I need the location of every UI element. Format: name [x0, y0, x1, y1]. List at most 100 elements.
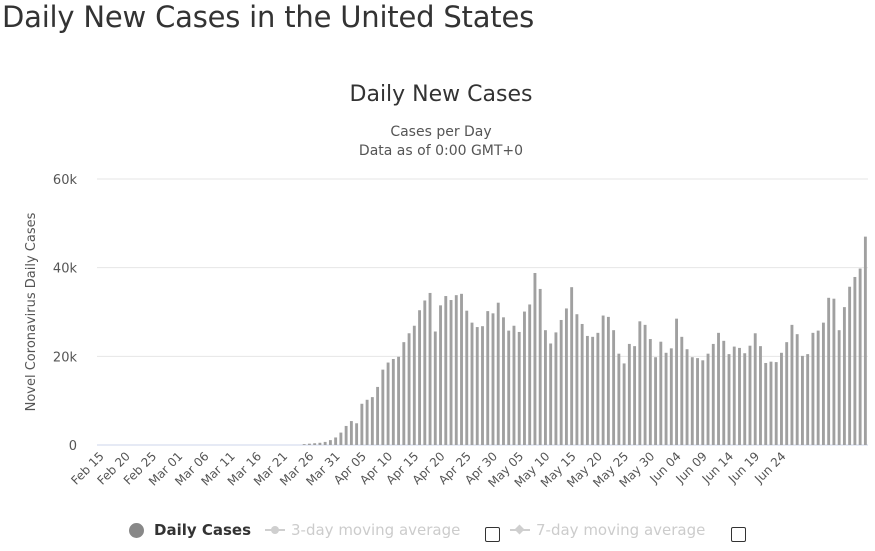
bar[interactable]: [832, 298, 836, 445]
bar[interactable]: [863, 236, 867, 445]
bar[interactable]: [738, 347, 741, 445]
bar[interactable]: [606, 316, 610, 445]
bar[interactable]: [585, 335, 589, 445]
bar[interactable]: [523, 311, 526, 445]
bar[interactable]: [591, 336, 595, 445]
bar[interactable]: [690, 357, 694, 445]
bar[interactable]: [617, 353, 621, 445]
bar[interactable]: [502, 317, 505, 445]
bar[interactable]: [381, 369, 385, 445]
bar[interactable]: [376, 386, 380, 445]
bar[interactable]: [391, 358, 395, 445]
bar[interactable]: [643, 324, 647, 445]
bar[interactable]: [365, 399, 369, 445]
bar[interactable]: [848, 286, 852, 445]
bar[interactable]: [302, 444, 306, 445]
bar[interactable]: [790, 324, 794, 445]
bar[interactable]: [627, 343, 631, 445]
bar[interactable]: [349, 421, 353, 445]
bar[interactable]: [811, 332, 815, 445]
bar[interactable]: [575, 314, 579, 445]
bar[interactable]: [318, 442, 322, 445]
legend-daily-cases[interactable]: Daily Cases: [129, 521, 251, 539]
bar[interactable]: [570, 287, 574, 445]
bar[interactable]: [837, 330, 841, 445]
bar[interactable]: [486, 311, 490, 445]
bar[interactable]: [538, 288, 542, 445]
bar[interactable]: [360, 403, 364, 445]
bar[interactable]: [722, 340, 726, 445]
bar[interactable]: [444, 296, 448, 445]
bar[interactable]: [517, 331, 521, 445]
bar[interactable]: [696, 358, 699, 445]
bar[interactable]: [454, 295, 458, 445]
bar[interactable]: [370, 397, 374, 445]
bar[interactable]: [470, 322, 474, 445]
bar[interactable]: [633, 346, 637, 445]
bar[interactable]: [842, 307, 846, 445]
bar[interactable]: [528, 304, 532, 445]
bar[interactable]: [475, 327, 479, 445]
bar[interactable]: [717, 332, 720, 445]
bar[interactable]: [533, 272, 537, 445]
bar[interactable]: [428, 292, 432, 445]
bar[interactable]: [853, 276, 857, 445]
bar[interactable]: [827, 297, 831, 445]
bar[interactable]: [764, 362, 768, 445]
bar[interactable]: [491, 313, 495, 445]
bar[interactable]: [386, 362, 390, 445]
bar[interactable]: [759, 346, 762, 445]
bar[interactable]: [465, 310, 469, 445]
bar[interactable]: [460, 293, 463, 445]
bar[interactable]: [313, 443, 317, 445]
bar[interactable]: [664, 352, 668, 445]
bar[interactable]: [334, 437, 338, 445]
bar[interactable]: [328, 440, 332, 445]
bar[interactable]: [612, 330, 616, 445]
bar[interactable]: [433, 331, 437, 445]
bar[interactable]: [397, 356, 401, 445]
bar[interactable]: [549, 343, 553, 445]
bar[interactable]: [659, 341, 663, 445]
bar[interactable]: [323, 441, 327, 445]
bar[interactable]: [743, 353, 747, 445]
bar[interactable]: [344, 425, 348, 445]
bar[interactable]: [449, 300, 453, 445]
bar[interactable]: [654, 357, 658, 445]
bar[interactable]: [780, 352, 783, 445]
bar[interactable]: [648, 339, 652, 445]
bar[interactable]: [423, 300, 427, 445]
bar[interactable]: [753, 333, 757, 445]
bar[interactable]: [512, 325, 516, 445]
bar[interactable]: [669, 348, 673, 445]
bar[interactable]: [439, 305, 442, 445]
bar[interactable]: [559, 319, 563, 445]
bar[interactable]: [821, 322, 825, 445]
bar[interactable]: [507, 330, 511, 445]
legend-3-day-average[interactable]: 3-day moving average: [265, 521, 460, 539]
bar[interactable]: [496, 302, 500, 445]
bar[interactable]: [675, 318, 678, 445]
bar[interactable]: [622, 363, 626, 445]
bar[interactable]: [785, 342, 789, 445]
bar[interactable]: [706, 353, 710, 445]
bar[interactable]: [339, 432, 343, 445]
bar[interactable]: [564, 308, 568, 445]
bar[interactable]: [680, 336, 684, 445]
bar[interactable]: [355, 423, 359, 445]
checkbox-7-day-average[interactable]: [731, 527, 746, 542]
bar[interactable]: [580, 323, 584, 445]
checkbox-3-day-average[interactable]: [485, 527, 500, 542]
bar[interactable]: [601, 315, 605, 445]
bar[interactable]: [701, 360, 705, 445]
bar[interactable]: [418, 310, 421, 445]
bar[interactable]: [769, 361, 773, 445]
bar[interactable]: [481, 326, 484, 445]
bar[interactable]: [748, 345, 752, 445]
bar[interactable]: [554, 332, 558, 445]
bar[interactable]: [307, 443, 311, 445]
bar[interactable]: [685, 349, 689, 445]
bar[interactable]: [412, 325, 416, 445]
bar[interactable]: [774, 362, 778, 445]
bar[interactable]: [806, 354, 810, 445]
